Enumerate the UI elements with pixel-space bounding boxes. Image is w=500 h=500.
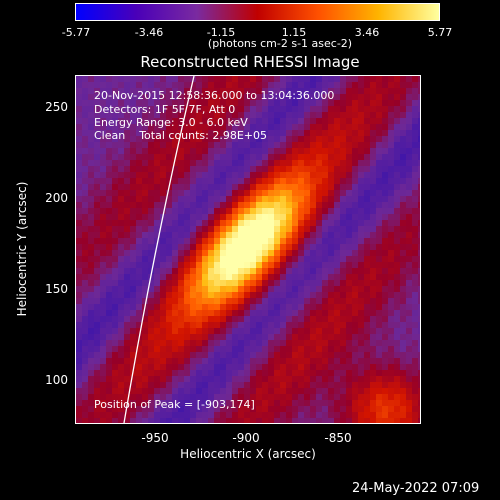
y-tick-label: 150 — [45, 282, 68, 296]
x-tick-label: -950 — [141, 431, 169, 445]
annotation-clean-counts: Clean Total counts: 2.98E+05 — [94, 129, 268, 142]
x-tick-label: -850 — [324, 431, 352, 445]
date-stamp: 24-May-2022 07:09 — [352, 481, 480, 496]
y-tick-label: 200 — [45, 191, 68, 205]
colorbar — [75, 3, 440, 21]
x-axis-label: Heliocentric X (arcsec) — [180, 447, 316, 461]
x-tick-label: -900 — [232, 431, 260, 445]
annotation-energy-range: Energy Range: 3.0 - 6.0 keV — [94, 116, 248, 129]
y-axis-label: Heliocentric Y (arcsec) — [15, 181, 29, 317]
colorbar-tick-label: 3.46 — [354, 26, 380, 39]
colorbar-tick-label: -3.46 — [134, 26, 164, 39]
annotation-detectors: Detectors: 1F 5F 7F, Att 0 — [94, 103, 236, 116]
solar-limb-line — [123, 76, 195, 423]
plot-title: Reconstructed RHESSI Image — [140, 53, 360, 71]
colorbar-units-label: (photons cm-2 s-1 asec-2) — [207, 37, 353, 50]
colorbar-tick-label: 1.15 — [281, 26, 307, 39]
colorbar-tick-label: -5.77 — [61, 26, 91, 39]
annotation-time-range: 20-Nov-2015 12:58:36.000 to 13:04:36.000 — [94, 89, 335, 102]
image-plot-area: 20-Nov-2015 12:58:36.000 to 13:04:36.000… — [75, 75, 421, 424]
y-tick-label: 100 — [45, 373, 68, 387]
y-tick-label: 250 — [45, 100, 68, 114]
annotation-peak-position: Position of Peak = [-903,174] — [94, 398, 255, 411]
image-heatmap — [76, 76, 420, 423]
colorbar-tick-label: -1.15 — [206, 26, 236, 39]
colorbar-tick-label: 5.77 — [427, 26, 453, 39]
